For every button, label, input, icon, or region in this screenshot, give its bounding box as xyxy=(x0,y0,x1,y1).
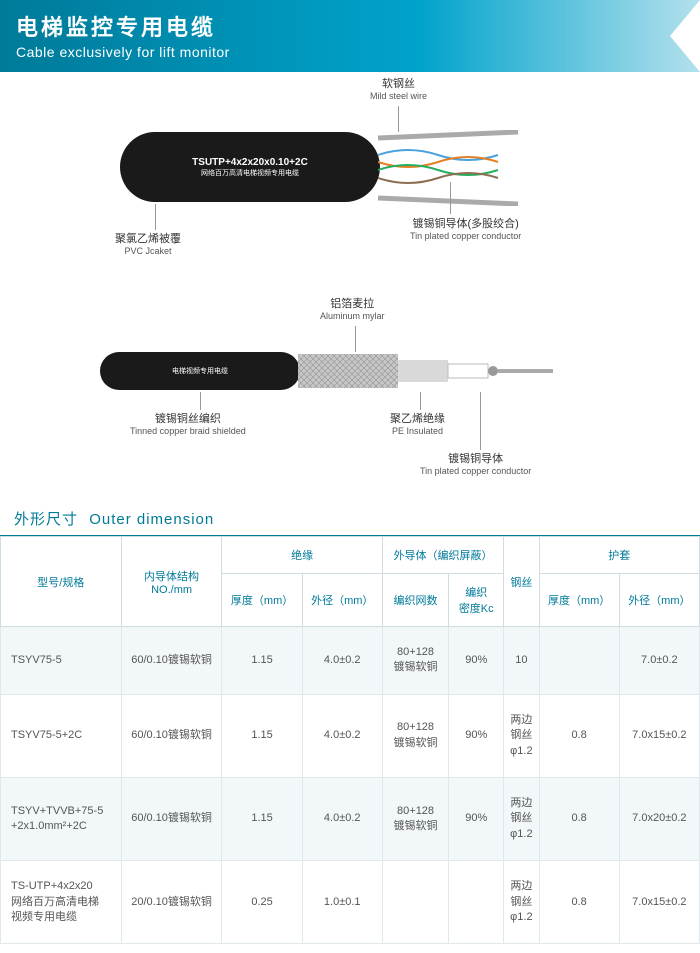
table-row: TSYV75-5+2C60/0.10镀锡软铜1.154.0±0.280+128 … xyxy=(1,694,700,777)
cell-conductor: 60/0.10镀锡软铜 xyxy=(121,627,222,695)
cell-braidDensity: 90% xyxy=(449,694,504,777)
section-title-en: Outer dimension xyxy=(89,511,214,528)
section-title: 外形尺寸 Outer dimension xyxy=(0,502,700,536)
cell-sheathDia: 7.0±0.2 xyxy=(619,627,699,695)
lead-tincopper2 xyxy=(480,392,481,450)
label-mylar: 铝箔麦拉 Aluminum mylar xyxy=(320,297,385,323)
th-braidcount: 编织网数 xyxy=(382,574,448,627)
cell-conductor: 60/0.10镀锡软铜 xyxy=(121,694,222,777)
cell-braidCount: 80+128 镀锡软铜 xyxy=(382,777,448,860)
cell-insDia: 4.0±0.2 xyxy=(302,777,382,860)
label-braid: 镀锡铜丝编织 Tinned copper braid shielded xyxy=(130,412,246,438)
cable1-text1: TSUTP+4x2x20x0.10+2C xyxy=(192,157,308,168)
cell-sheathThick: 0.8 xyxy=(539,777,619,860)
label-pvc: 聚氯乙烯被覆 PVC Jcaket xyxy=(115,232,181,258)
label-pe: 聚乙烯绝缘 PE Insulated xyxy=(390,412,445,438)
th-sheathdia: 外径（mm） xyxy=(619,574,699,627)
cell-model: TSYV75-5 xyxy=(1,627,122,695)
cell-braidDensity: 90% xyxy=(449,777,504,860)
cell-sheathDia: 7.0x20±0.2 xyxy=(619,777,699,860)
th-insdia: 外径（mm） xyxy=(302,574,382,627)
label-steelwire: 软钢丝 Mild steel wire xyxy=(370,77,427,103)
table-row: TSYV75-560/0.10镀锡软铜1.154.0±0.280+128 镀锡软… xyxy=(1,627,700,695)
lead-pvc xyxy=(155,204,156,230)
cell-model: TSYV+TVVB+75-5 +2x1.0mm²+2C xyxy=(1,777,122,860)
th-insulation: 绝缘 xyxy=(222,537,382,574)
cell-insThick: 1.15 xyxy=(222,777,302,860)
th-insthick: 厚度（mm） xyxy=(222,574,302,627)
cell-braidCount: 80+128 镀锡软铜 xyxy=(382,627,448,695)
title-en: Cable exclusively for lift monitor xyxy=(16,44,684,60)
cable2-text: 电梯视频专用电缆 xyxy=(172,366,228,376)
section-title-cn: 外形尺寸 xyxy=(14,511,78,528)
cell-steel: 10 xyxy=(504,627,539,695)
cell-insThick: 1.15 xyxy=(222,627,302,695)
cell-insDia: 1.0±0.1 xyxy=(302,861,382,944)
cable1-wires xyxy=(378,130,528,206)
label-tincopper2: 镀锡铜导体 Tin plated copper conductor xyxy=(420,452,531,478)
cell-steel: 两边 钢丝 φ1.2 xyxy=(504,694,539,777)
th-model: 型号/规格 xyxy=(1,537,122,627)
lead-mylar xyxy=(355,326,356,352)
cell-sheathDia: 7.0x15±0.2 xyxy=(619,694,699,777)
cell-conductor: 20/0.10镀锡软铜 xyxy=(121,861,222,944)
cable1-text2: 网络百万高清电梯视频专用电缆 xyxy=(201,168,299,178)
table-row: TS-UTP+4x2x20 网络百万高清电梯 视频专用电缆20/0.10镀锡软铜… xyxy=(1,861,700,944)
cell-braidCount xyxy=(382,861,448,944)
cell-model: TS-UTP+4x2x20 网络百万高清电梯 视频专用电缆 xyxy=(1,861,122,944)
cell-insThick: 1.15 xyxy=(222,694,302,777)
lead-braid xyxy=(200,392,201,410)
th-braiddensity: 编织 密度Kc xyxy=(449,574,504,627)
lead-tincopper xyxy=(450,182,451,214)
cable2-body: 电梯视频专用电缆 xyxy=(100,352,300,390)
cell-model: TSYV75-5+2C xyxy=(1,694,122,777)
cell-steel: 两边 钢丝 φ1.2 xyxy=(504,777,539,860)
cell-braidDensity xyxy=(449,861,504,944)
cell-insDia: 4.0±0.2 xyxy=(302,627,382,695)
th-steel: 钢丝 xyxy=(504,537,539,627)
cell-sheathThick: 0.8 xyxy=(539,694,619,777)
cell-sheathThick: 0.8 xyxy=(539,861,619,944)
label-tincopper: 镀锡铜导体(多股绞合) Tin plated copper conductor xyxy=(410,217,521,243)
page-header: 电梯监控专用电缆 Cable exclusively for lift moni… xyxy=(0,0,700,72)
lead-steelwire xyxy=(398,106,399,132)
spec-table: 型号/规格 内导体结构 NO./mm 绝缘 外导体（编织屏蔽） 钢丝 护套 厚度… xyxy=(0,536,700,944)
cell-insThick: 0.25 xyxy=(222,861,302,944)
cell-sheathDia: 7.0x15±0.2 xyxy=(619,861,699,944)
cell-braidDensity: 90% xyxy=(449,627,504,695)
table-row: TSYV+TVVB+75-5 +2x1.0mm²+2C60/0.10镀锡软铜1.… xyxy=(1,777,700,860)
title-cn: 电梯监控专用电缆 xyxy=(16,10,684,42)
cable2-layers xyxy=(298,350,558,394)
cell-braidCount: 80+128 镀锡软铜 xyxy=(382,694,448,777)
diagram-area: TSUTP+4x2x20x0.10+2C 网络百万高清电梯视频专用电缆 软钢丝 … xyxy=(0,72,700,502)
lead-pe xyxy=(420,392,421,410)
th-conductor: 内导体结构 NO./mm xyxy=(121,537,222,627)
th-sheath: 护套 xyxy=(539,537,699,574)
cell-insDia: 4.0±0.2 xyxy=(302,694,382,777)
th-sheaththick: 厚度（mm） xyxy=(539,574,619,627)
cable1-body: TSUTP+4x2x20x0.10+2C 网络百万高清电梯视频专用电缆 xyxy=(120,132,380,202)
cell-steel: 两边 钢丝 φ1.2 xyxy=(504,861,539,944)
th-outerconductor: 外导体（编织屏蔽） xyxy=(382,537,503,574)
cell-sheathThick xyxy=(539,627,619,695)
cell-conductor: 60/0.10镀锡软铜 xyxy=(121,777,222,860)
